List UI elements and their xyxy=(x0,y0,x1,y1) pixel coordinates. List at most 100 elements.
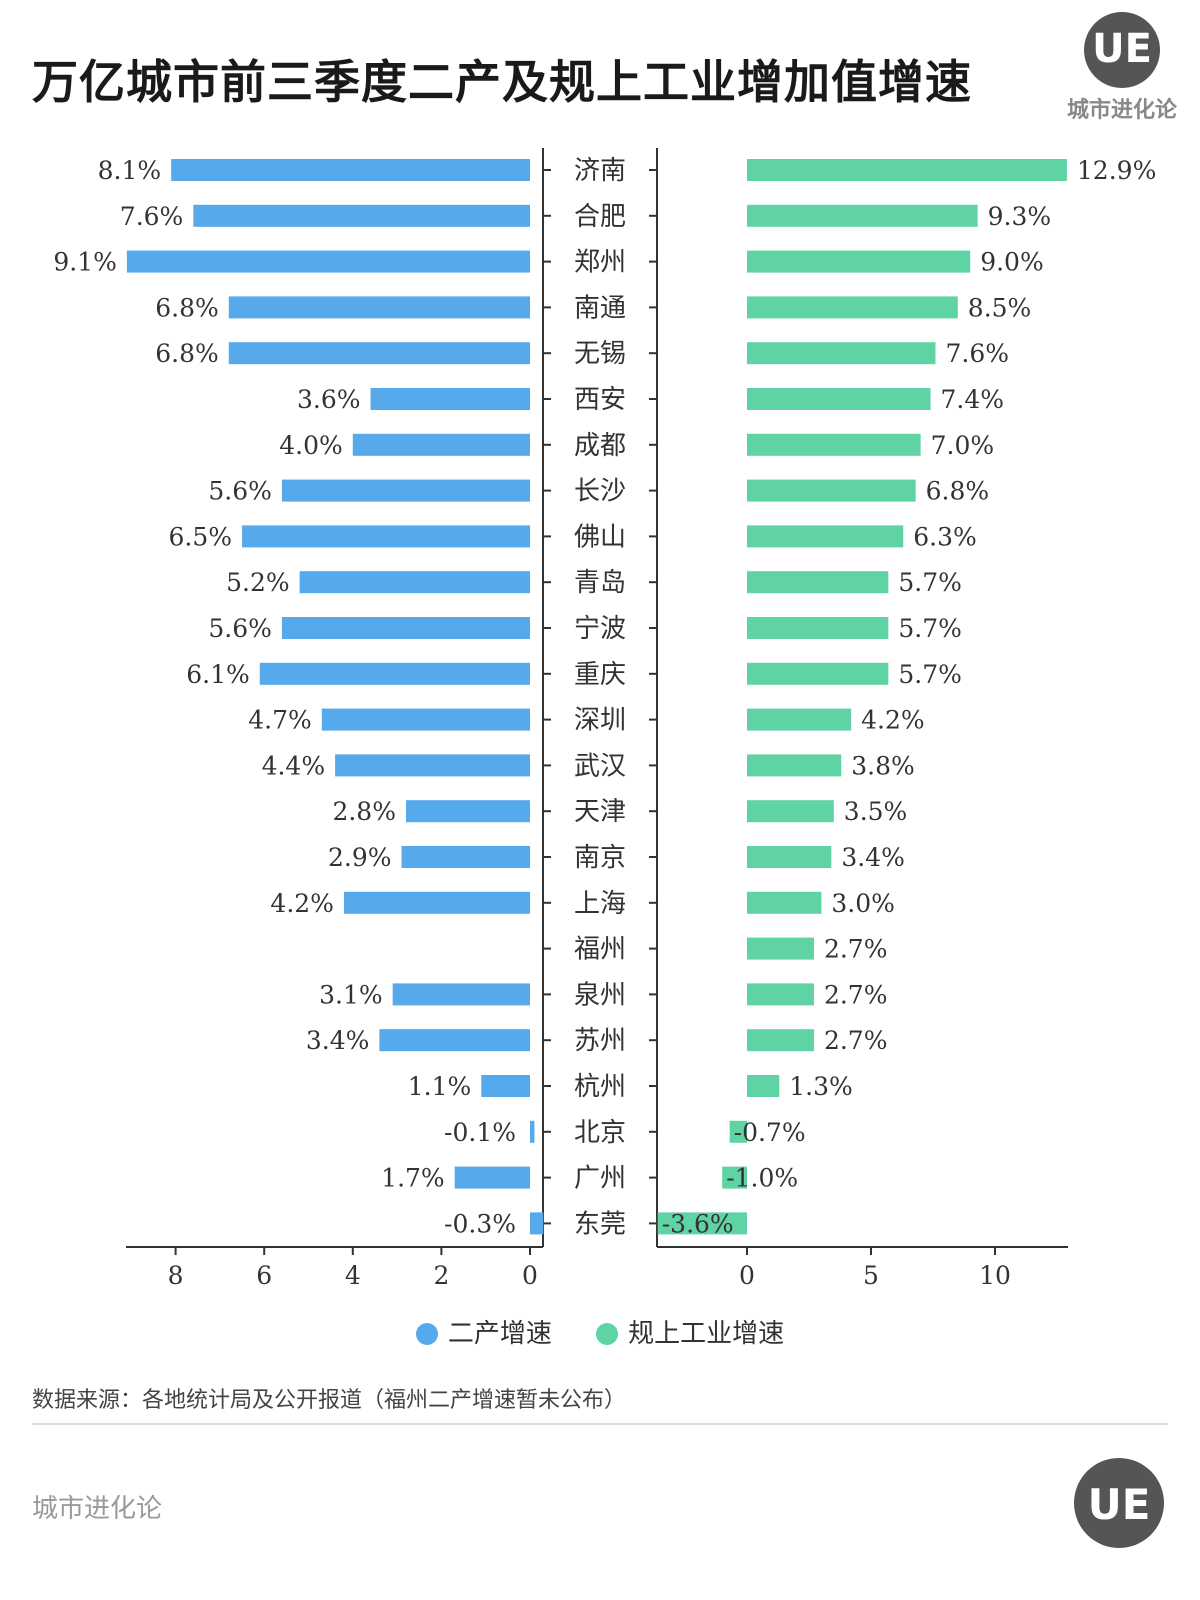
bar-industrial xyxy=(747,983,814,1006)
footer-logo-initials: UE xyxy=(1087,1480,1151,1529)
bar-industrial xyxy=(747,571,889,594)
data-label-secondary-industry: 4.7% xyxy=(248,706,312,735)
category-label: 济南 xyxy=(574,156,626,186)
category-label: 成都 xyxy=(574,431,626,461)
data-label-industrial: 4.2% xyxy=(861,706,925,735)
logo-brand-text: 城市进化论 xyxy=(1066,98,1177,123)
category-label: 无锡 xyxy=(574,339,626,369)
legend-dot-icon xyxy=(415,1323,438,1345)
data-label-industrial: 8.5% xyxy=(968,293,1032,322)
bar-industrial xyxy=(747,708,852,731)
category-label: 佛山 xyxy=(574,522,626,552)
bar-industrial xyxy=(747,937,814,960)
data-label-industrial: 2.7% xyxy=(824,935,888,964)
bar-secondary-industry xyxy=(299,571,530,594)
category-label: 深圳 xyxy=(574,706,626,736)
logo-initials: UE xyxy=(1092,26,1152,72)
bar-secondary-industry xyxy=(335,754,530,777)
data-label-industrial: 3.4% xyxy=(841,843,905,872)
category-label: 青岛 xyxy=(574,568,626,598)
category-label: 南通 xyxy=(574,293,626,323)
bar-secondary-industry xyxy=(228,342,530,365)
data-label-secondary-industry: -0.3% xyxy=(444,1209,516,1238)
bar-secondary-industry xyxy=(259,662,530,685)
bar-industrial xyxy=(722,1166,747,1189)
category-label: 苏州 xyxy=(574,1026,626,1056)
bar-secondary-industry xyxy=(242,525,531,548)
bar-industrial xyxy=(747,617,889,639)
bar-industrial xyxy=(747,525,904,548)
bar-industrial xyxy=(747,754,842,777)
bar-industrial xyxy=(729,1120,747,1143)
bar-secondary-industry xyxy=(530,1212,544,1235)
category-label: 长沙 xyxy=(574,477,626,507)
category-label: 郑州 xyxy=(574,248,626,278)
data-label-industrial: -0.7% xyxy=(734,1118,806,1147)
data-label-industrial: 3.0% xyxy=(831,889,895,918)
legend-item-secondary-industry: 二产增速 xyxy=(415,1313,552,1350)
bar-secondary-industry xyxy=(193,204,530,227)
data-label-secondary-industry: 4.2% xyxy=(270,889,334,918)
data-label-secondary-industry: 5.6% xyxy=(208,614,272,643)
data-label-secondary-industry: 6.8% xyxy=(155,339,219,368)
bar-secondary-industry xyxy=(370,388,530,410)
right-x-tick-label: 10 xyxy=(979,1261,1011,1290)
category-label: 宁波 xyxy=(574,614,626,644)
data-label-secondary-industry: 8.1% xyxy=(98,156,162,185)
bar-secondary-industry xyxy=(343,891,530,914)
category-label: 广州 xyxy=(574,1164,626,1194)
left-x-tick-label: 6 xyxy=(256,1261,272,1290)
bar-secondary-industry xyxy=(454,1166,530,1189)
left-x-tick-label: 4 xyxy=(345,1261,361,1290)
data-label-secondary-industry: 9.1% xyxy=(53,248,117,277)
data-label-industrial: 3.8% xyxy=(851,751,915,780)
right-x-tick-label: 5 xyxy=(863,1261,879,1290)
bar-industrial xyxy=(747,1075,780,1097)
category-label: 南京 xyxy=(574,843,626,873)
category-label: 天津 xyxy=(574,797,626,827)
chart-title: 万亿城市前三季度二产及规上工业增加值增速 xyxy=(32,55,972,109)
bar-secondary-industry xyxy=(392,983,530,1006)
category-label: 武汉 xyxy=(574,751,626,781)
bar-industrial xyxy=(747,204,978,227)
bar-industrial xyxy=(657,1212,747,1235)
data-label-secondary-industry: 5.2% xyxy=(226,568,290,597)
data-label-secondary-industry: 6.8% xyxy=(155,293,219,322)
category-label: 合肥 xyxy=(574,202,626,232)
data-label-secondary-industry: 1.7% xyxy=(381,1164,445,1193)
data-label-secondary-industry: 2.9% xyxy=(328,843,392,872)
left-x-tick-label: 2 xyxy=(433,1261,449,1290)
brand-logo: UE 城市进化论 xyxy=(1060,12,1184,124)
bar-industrial xyxy=(747,296,958,319)
data-label-industrial: 5.7% xyxy=(898,614,962,643)
bar-secondary-industry xyxy=(379,1029,530,1052)
legend-dot-icon xyxy=(596,1323,619,1345)
data-label-industrial: -3.6% xyxy=(662,1209,734,1238)
category-label: 东莞 xyxy=(574,1209,626,1239)
data-label-industrial: 3.5% xyxy=(844,797,908,826)
bar-industrial xyxy=(747,846,832,868)
left-x-tick-label: 8 xyxy=(168,1261,184,1290)
category-label: 重庆 xyxy=(574,660,626,690)
data-label-secondary-industry: -0.1% xyxy=(444,1118,516,1147)
data-label-secondary-industry: 3.6% xyxy=(297,385,361,414)
legend: 二产增速 规上工业增速 xyxy=(0,1313,1200,1350)
category-label: 上海 xyxy=(574,889,626,919)
bar-secondary-industry xyxy=(352,433,530,456)
butterfly-bar-chart: 济南 8.1% 12.9% 合肥 7.6% 9.3% 郑州 9.1% 9.0% 南通 6.8% 8.5… xyxy=(53,148,1156,1290)
data-label-industrial: 5.7% xyxy=(898,568,962,597)
data-label-industrial: -1.0% xyxy=(726,1164,798,1193)
category-label: 泉州 xyxy=(574,980,626,1010)
category-label: 福州 xyxy=(574,935,626,965)
data-label-industrial: 7.0% xyxy=(931,431,995,460)
data-label-industrial: 2.7% xyxy=(824,1026,888,1055)
category-label: 北京 xyxy=(574,1118,626,1148)
bar-industrial xyxy=(747,159,1067,181)
bar-industrial xyxy=(747,1029,814,1052)
data-label-secondary-industry: 7.6% xyxy=(120,202,184,231)
bar-industrial xyxy=(747,891,822,914)
legend-label: 二产增速 xyxy=(447,1319,552,1349)
data-label-secondary-industry: 2.8% xyxy=(332,797,396,826)
bar-secondary-industry xyxy=(321,708,530,731)
category-label: 西安 xyxy=(574,385,626,415)
